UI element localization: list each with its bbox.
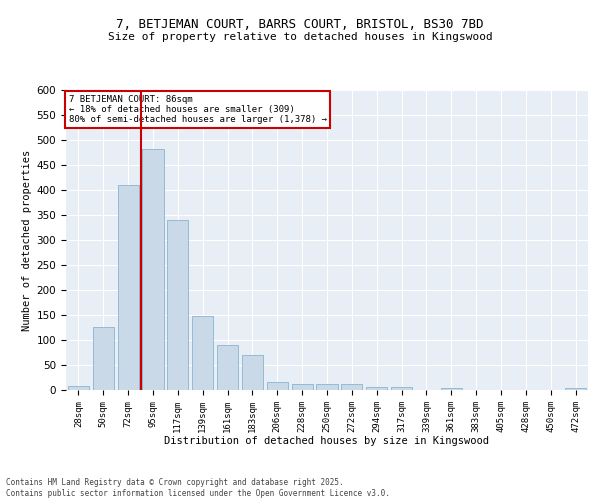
Text: 7 BETJEMAN COURT: 86sqm
← 18% of detached houses are smaller (309)
80% of semi-d: 7 BETJEMAN COURT: 86sqm ← 18% of detache… — [68, 94, 326, 124]
Bar — [68, 386, 89, 390]
Text: Contains HM Land Registry data © Crown copyright and database right 2025.
Contai: Contains HM Land Registry data © Crown c… — [6, 478, 390, 498]
Bar — [118, 185, 139, 390]
X-axis label: Distribution of detached houses by size in Kingswood: Distribution of detached houses by size … — [164, 436, 490, 446]
Bar — [93, 326, 114, 390]
Bar — [217, 345, 238, 390]
Bar — [192, 316, 213, 390]
Bar — [366, 386, 387, 390]
Bar — [341, 384, 362, 390]
Bar — [142, 148, 164, 390]
Bar — [391, 387, 412, 390]
Bar — [167, 220, 188, 390]
Bar — [267, 382, 288, 390]
Bar — [316, 384, 338, 390]
Bar — [441, 388, 462, 390]
Bar — [242, 355, 263, 390]
Text: 7, BETJEMAN COURT, BARRS COURT, BRISTOL, BS30 7BD: 7, BETJEMAN COURT, BARRS COURT, BRISTOL,… — [116, 18, 484, 30]
Y-axis label: Number of detached properties: Number of detached properties — [22, 150, 32, 330]
Bar — [292, 384, 313, 390]
Text: Size of property relative to detached houses in Kingswood: Size of property relative to detached ho… — [107, 32, 493, 42]
Bar — [565, 388, 586, 390]
